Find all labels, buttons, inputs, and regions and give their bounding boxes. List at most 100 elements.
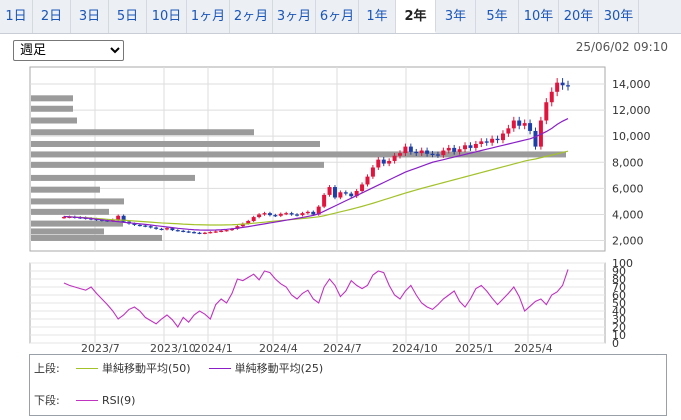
candle-body <box>311 211 316 215</box>
candle-body <box>213 231 218 233</box>
y-tick-label: 8,000 <box>612 156 644 169</box>
x-tick-label: 2024/7 <box>323 342 362 355</box>
x-tick-label: 2023/10 <box>150 342 196 355</box>
y-tick-label: 12,000 <box>612 104 651 117</box>
candle-body <box>289 213 294 215</box>
sma25-line <box>63 118 569 231</box>
tab-10日[interactable]: 10日 <box>147 0 187 33</box>
candle-body <box>533 130 538 147</box>
candle-body <box>208 232 213 234</box>
candle-body <box>305 211 310 214</box>
tab-3ヶ月[interactable]: 3ヶ月 <box>273 0 316 33</box>
sma50-line <box>63 150 569 226</box>
x-tick-label: 2023/7 <box>81 342 120 355</box>
candle-body <box>506 128 511 134</box>
candle-body <box>284 213 289 215</box>
candle-body <box>490 138 495 143</box>
candle-body <box>435 154 440 156</box>
candle-body <box>425 150 430 154</box>
tab-5年[interactable]: 5年 <box>476 0 519 33</box>
tab-2年[interactable]: 2年 <box>396 0 436 33</box>
tab-3日[interactable]: 3日 <box>71 0 109 33</box>
candle-body <box>175 230 180 232</box>
candle-body <box>484 141 489 143</box>
tab-2ヶ月[interactable]: 2ヶ月 <box>230 0 273 33</box>
tab-20年[interactable]: 20年 <box>559 0 599 33</box>
candle-body <box>262 213 267 215</box>
candle-body <box>392 155 397 161</box>
candle-body <box>468 145 473 148</box>
rsi-tick-label: 50 <box>612 297 626 310</box>
y-tick-label: 10,000 <box>612 130 651 143</box>
legend-text: RSI(9) <box>102 393 136 407</box>
candle-body <box>441 150 446 156</box>
last-updated-timestamp: 25/06/02 09:10 <box>575 40 668 54</box>
candle-body <box>316 206 321 215</box>
candle-body <box>192 232 197 234</box>
rsi-tick-label: 0 <box>612 337 619 350</box>
candle-body <box>197 232 202 234</box>
candle-body <box>143 225 148 227</box>
candle-body <box>137 224 142 227</box>
tab-1ヶ月[interactable]: 1ヶ月 <box>187 0 230 33</box>
candle-body <box>500 133 505 141</box>
volume-profile-bar <box>31 95 73 102</box>
volume-profile-bar <box>31 105 73 112</box>
candle-body <box>446 147 451 151</box>
candle-body <box>230 228 234 231</box>
rsi-tick-label: 10 <box>612 329 626 342</box>
rsi-tick-label: 70 <box>612 281 626 294</box>
rsi-line <box>63 269 569 329</box>
candle-body <box>528 123 533 131</box>
candle-body <box>186 231 191 233</box>
candle-body <box>62 217 66 219</box>
candle-body <box>240 223 245 227</box>
tab-2日[interactable]: 2日 <box>33 0 71 33</box>
volume-profile-bar <box>31 151 566 158</box>
candle-body <box>419 150 424 154</box>
candle-body <box>246 220 251 224</box>
candle-body <box>219 230 224 232</box>
volume-profile-bar <box>31 129 254 136</box>
tab-30年[interactable]: 30年 <box>599 0 639 33</box>
candle-body <box>300 213 305 216</box>
legend-item-rsi: RSI(9) <box>76 394 135 407</box>
volume-profile-bar <box>31 186 100 193</box>
candle-body <box>132 223 137 225</box>
candle-body <box>522 123 527 126</box>
x-tick-label: 2024/1 <box>194 342 233 355</box>
candle-body <box>376 159 381 168</box>
chart-interval-select[interactable]: 週足 <box>13 40 124 61</box>
candle-body <box>560 82 565 86</box>
candle-body <box>555 82 560 92</box>
y-tick-label: 2,000 <box>612 235 644 248</box>
candle-body <box>495 138 500 141</box>
candle-body <box>566 85 570 87</box>
candle-body <box>381 159 386 164</box>
legend-lower-row: 下段: RSI(9) <box>34 392 153 408</box>
legend-swatch <box>76 367 98 369</box>
rsi-tick-label: 30 <box>612 313 626 326</box>
candle-body <box>365 176 370 185</box>
candle-body <box>224 230 229 232</box>
volume-profile-bar <box>31 208 109 215</box>
candle-body <box>549 91 554 103</box>
candle-body <box>387 160 392 164</box>
tab-6ヶ月[interactable]: 6ヶ月 <box>316 0 359 33</box>
candle-body <box>164 228 169 230</box>
candle-body <box>457 149 462 152</box>
tab-1日[interactable]: 1日 <box>0 0 33 33</box>
candle-body <box>360 184 365 191</box>
tab-5日[interactable]: 5日 <box>109 0 147 33</box>
y-tick-label: 6,000 <box>612 182 644 195</box>
candle-body <box>479 141 484 144</box>
tab-3年[interactable]: 3年 <box>436 0 476 33</box>
candle-body <box>273 215 278 217</box>
tab-10年[interactable]: 10年 <box>519 0 559 33</box>
x-tick-label: 2024/10 <box>392 342 438 355</box>
candle-body <box>154 227 159 229</box>
candle-body <box>338 192 343 198</box>
legend-swatch <box>76 399 98 401</box>
tab-1年[interactable]: 1年 <box>359 0 396 33</box>
